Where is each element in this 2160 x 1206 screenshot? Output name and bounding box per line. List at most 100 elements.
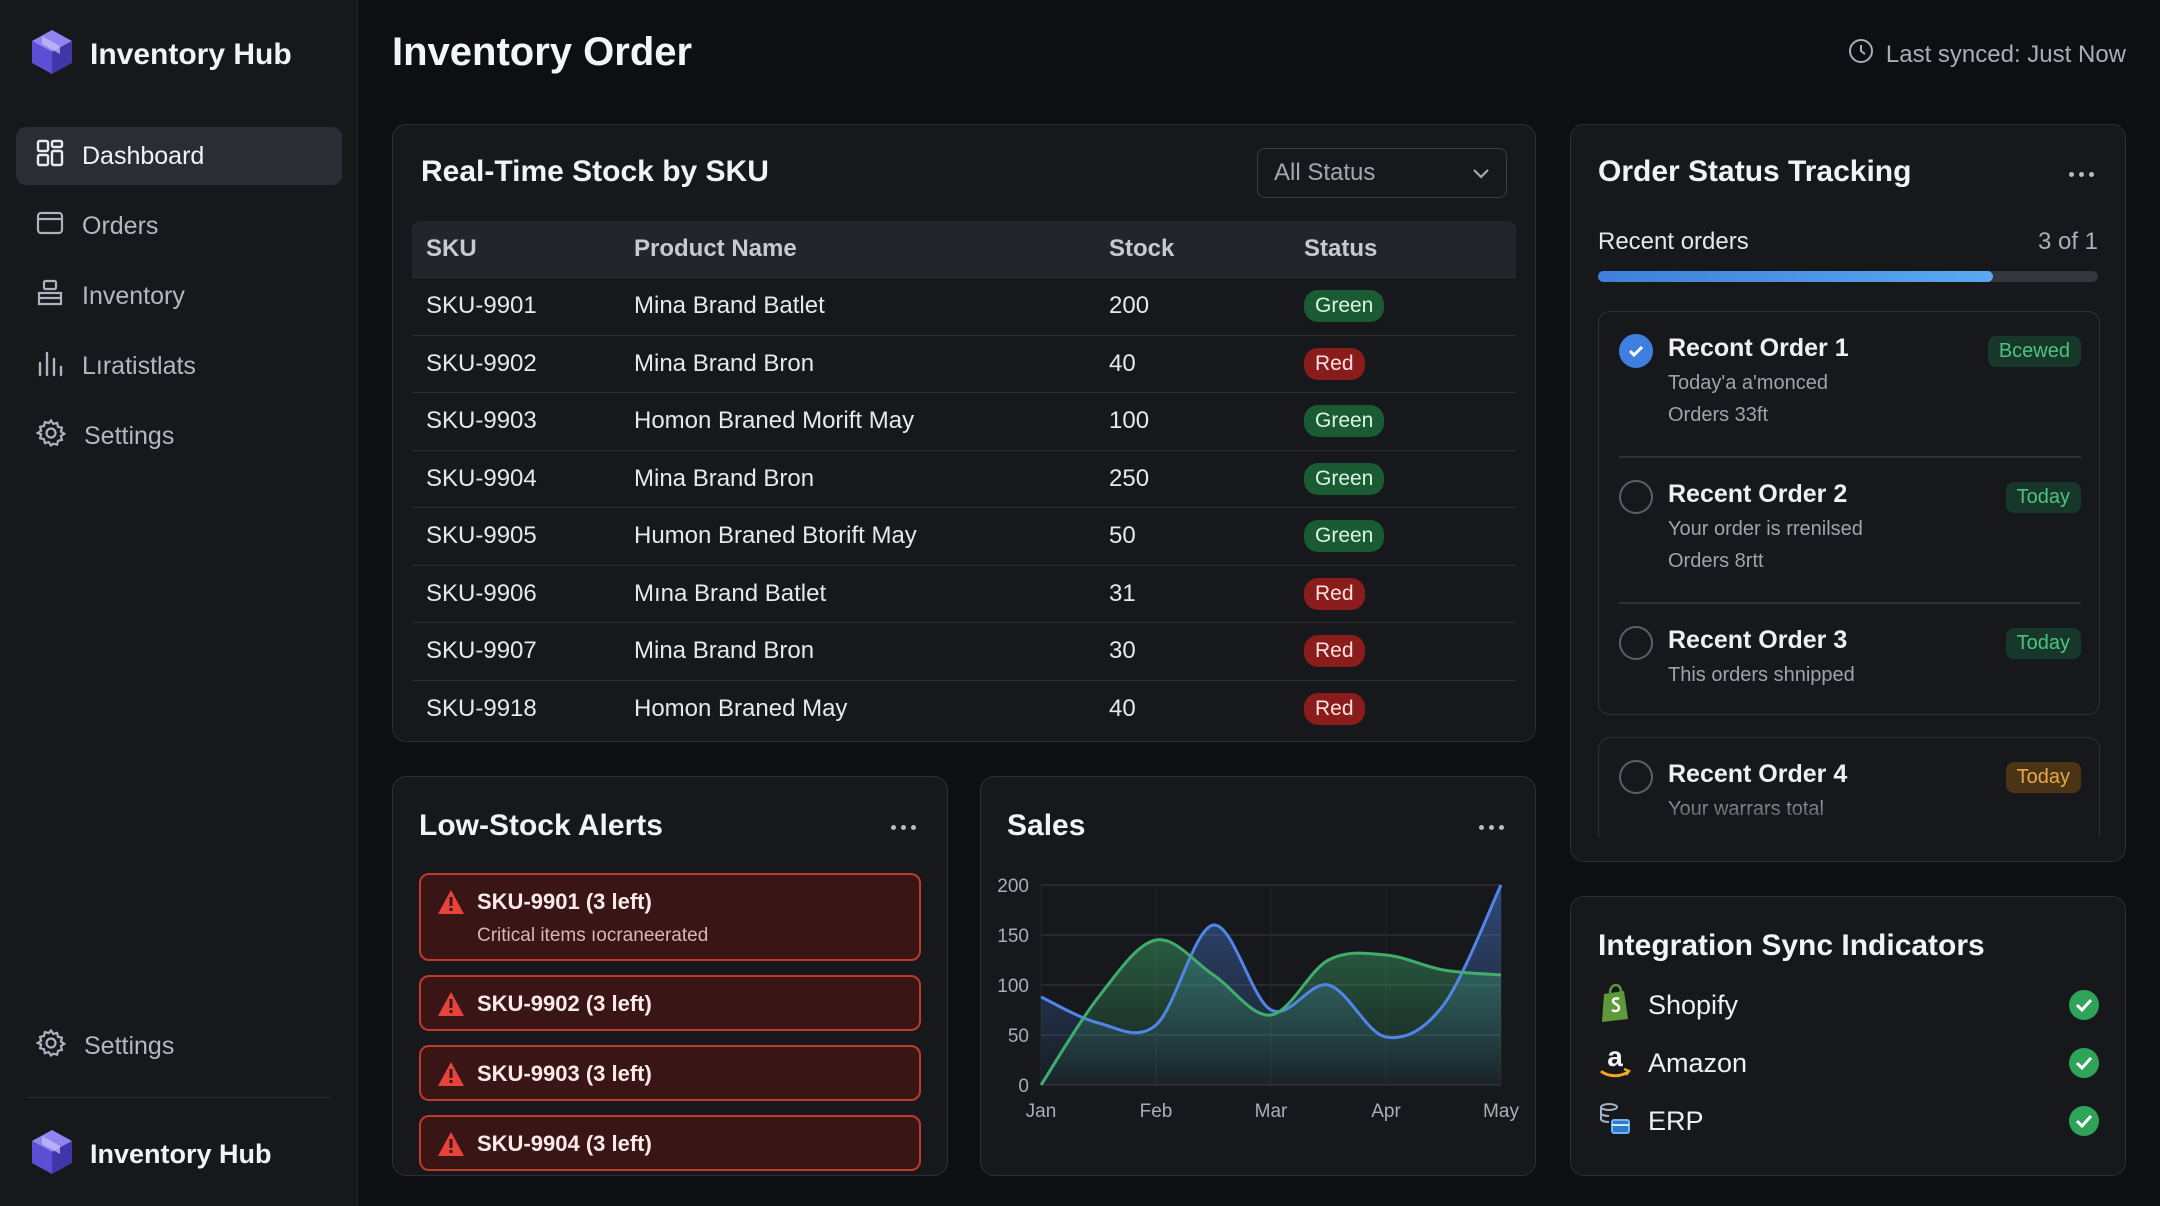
brand-footer[interactable]: Inventory Hub <box>30 1128 272 1181</box>
check-circle-icon <box>2068 1047 2100 1084</box>
order-title: Recent Order 3 <box>1668 626 1848 654</box>
shopify-icon <box>1598 983 1632 1027</box>
gear-icon <box>35 1028 67 1065</box>
checkmark-icon[interactable] <box>1619 334 1653 368</box>
integration-row-erp[interactable]: ERP <box>1598 1099 2100 1143</box>
sidebar-item-label: Lıratistlats <box>82 351 196 380</box>
integration-name: ERP <box>1648 1105 1704 1136</box>
table-row[interactable]: SKU-9907 Mina Brand Bron 30 Red <box>412 622 1516 680</box>
y-tick-label: 0 <box>1018 1076 1029 1097</box>
order-item[interactable]: Recent Order 4 Your warrars total Today <box>1619 760 2081 837</box>
column-header-stock[interactable]: Stock <box>1109 235 1175 262</box>
erp-icon <box>1598 1100 1632 1143</box>
sidebar-item-settings[interactable]: Settings <box>16 407 342 465</box>
order-item[interactable]: Recent Order 3 This orders shnipped Toda… <box>1619 626 2081 706</box>
sidebar-item-statistics[interactable]: Lıratistlats <box>16 337 342 395</box>
cell-product-name: Mına Brand Batlet <box>634 579 827 607</box>
sales-card: Sales 0 50 100 150 200 Jan Feb Mar Apr May <box>980 776 1536 1176</box>
alert-item[interactable]: SKU-9904 (3 left) <box>419 1115 921 1171</box>
alert-item[interactable]: SKU-9903 (3 left) <box>419 1045 921 1101</box>
circle-icon[interactable] <box>1619 626 1653 660</box>
cell-sku: SKU-9905 <box>426 522 537 550</box>
status-badge: Red <box>1304 347 1365 380</box>
circle-icon[interactable] <box>1619 480 1653 514</box>
cell-product-name: Mina Brand Bron <box>634 637 815 665</box>
order-line: Your order is rrenilsed <box>1668 518 1863 540</box>
sidebar-item-dashboard[interactable]: Dashboard <box>16 127 342 185</box>
cell-stock: 200 <box>1109 292 1150 320</box>
cell-stock: 31 <box>1109 579 1136 607</box>
column-header-sku[interactable]: SKU <box>426 235 477 262</box>
x-tick-label: Feb <box>1140 1101 1173 1122</box>
cell-stock: 100 <box>1109 407 1150 435</box>
amazon-icon: a <box>1598 1041 1632 1085</box>
order-item[interactable]: Recent Order 2 Your order is rrenilsed O… <box>1619 480 2081 590</box>
sidebar-item-label: Inventory <box>82 281 185 310</box>
status-badge: Green <box>1304 290 1385 323</box>
cube-logo-icon <box>30 1128 74 1181</box>
column-header-product[interactable]: Product Name <box>634 235 797 262</box>
more-options-icon[interactable] <box>2069 172 2094 177</box>
integration-row-amazon[interactable]: a Amazon <box>1598 1041 2100 1085</box>
cell-product-name: Mina Brand Bron <box>634 349 815 377</box>
sidebar-bottom-settings-label: Settings <box>84 1032 175 1060</box>
status-filter-select[interactable]: All Status <box>1257 148 1507 198</box>
check-circle-icon <box>2068 1105 2100 1142</box>
sidebar-bottom-settings[interactable]: Settings <box>35 1028 175 1065</box>
table-row[interactable]: SKU-9906 Mına Brand Batlet 31 Red <box>412 564 1516 623</box>
more-options-icon[interactable] <box>1479 825 1504 830</box>
cell-stock: 30 <box>1109 637 1136 665</box>
sidebar-item-orders[interactable]: Orders <box>16 197 342 255</box>
integration-name: Shopify <box>1648 989 1739 1020</box>
check-circle-icon <box>2068 989 2100 1026</box>
more-options-icon[interactable] <box>891 825 916 830</box>
integration-row-shopify[interactable]: Shopify <box>1598 983 2100 1027</box>
brand[interactable]: Inventory Hub <box>30 28 292 81</box>
table-row[interactable]: SKU-9903 Homon Braned Morift May 100 Gre… <box>412 392 1516 450</box>
y-tick-label: 100 <box>997 976 1029 997</box>
integration-name: Amazon <box>1648 1047 1748 1078</box>
bar-chart-icon <box>36 349 64 384</box>
cell-sku: SKU-9918 <box>426 694 537 722</box>
y-tick-label: 200 <box>997 877 1029 897</box>
cell-stock: 40 <box>1109 694 1136 722</box>
table-header: SKU Product Name Stock Status <box>412 221 1516 277</box>
status-badge: Green <box>1304 462 1385 495</box>
recent-orders-list-next: Recent Order 4 Your warrars total Today <box>1598 737 2100 837</box>
status-badge: Red <box>1304 577 1365 610</box>
table-row[interactable]: SKU-9904 Mina Brand Bron 250 Green <box>412 449 1516 508</box>
x-tick-label: May <box>1483 1101 1519 1122</box>
orders-icon <box>36 209 64 244</box>
table-row[interactable]: SKU-9905 Humon Braned Btorift May 50 Gre… <box>412 507 1516 565</box>
recent-orders-list: Recont Order 1 Today'a a'monced Orders 3… <box>1598 311 2100 715</box>
sidebar: Inventory Hub Dashboard Orders <box>0 0 358 1206</box>
cell-product-name: Mina Brand Batlet <box>634 292 825 320</box>
order-status-card-title: Order Status Tracking <box>1598 155 1912 188</box>
cell-product-name: Homon Braned May <box>634 694 848 722</box>
order-title: Recont Order 1 <box>1668 334 1849 362</box>
series-line-0 <box>1040 884 1503 1040</box>
low-stock-card: Low-Stock Alerts SKU-9901 (3 left) Criti… <box>392 776 948 1176</box>
sidebar-nav: Dashboard Orders Inventory <box>16 127 342 477</box>
y-tick-label: 50 <box>1008 1026 1029 1047</box>
sales-chart: 0 50 100 150 200 Jan Feb Mar Apr May <box>997 877 1519 1122</box>
gear-icon <box>35 418 67 455</box>
sidebar-item-inventory[interactable]: Inventory <box>16 267 342 325</box>
column-header-status[interactable]: Status <box>1304 235 1378 262</box>
recent-orders-label: Recent orders <box>1598 228 1749 255</box>
order-item[interactable]: Recont Order 1 Today'a a'monced Orders 3… <box>1619 334 2081 444</box>
table-row[interactable]: SKU-9901 Mina Brand Batlet 200 Green <box>412 277 1516 335</box>
cell-stock: 50 <box>1109 522 1136 550</box>
sidebar-item-label: Settings <box>84 421 175 450</box>
alert-item[interactable]: SKU-9901 (3 left) Critical items ıocrane… <box>419 873 921 961</box>
cell-sku: SKU-9906 <box>426 579 537 607</box>
circle-icon[interactable] <box>1619 760 1653 794</box>
table-row[interactable]: SKU-9902 Mina Brand Bron 40 Red <box>412 334 1516 393</box>
alert-subtitle: Critical items ıocraneerated <box>477 925 709 946</box>
warning-icon <box>437 1061 465 1092</box>
table-row[interactable]: SKU-9918 Homon Braned May 40 Red <box>412 679 1516 738</box>
alert-item[interactable]: SKU-9902 (3 left) <box>419 975 921 1031</box>
stock-card-title: Real-Time Stock by SKU <box>421 155 769 188</box>
integration-sync-card: Integration Sync Indicators Shopify a <box>1570 896 2126 1176</box>
